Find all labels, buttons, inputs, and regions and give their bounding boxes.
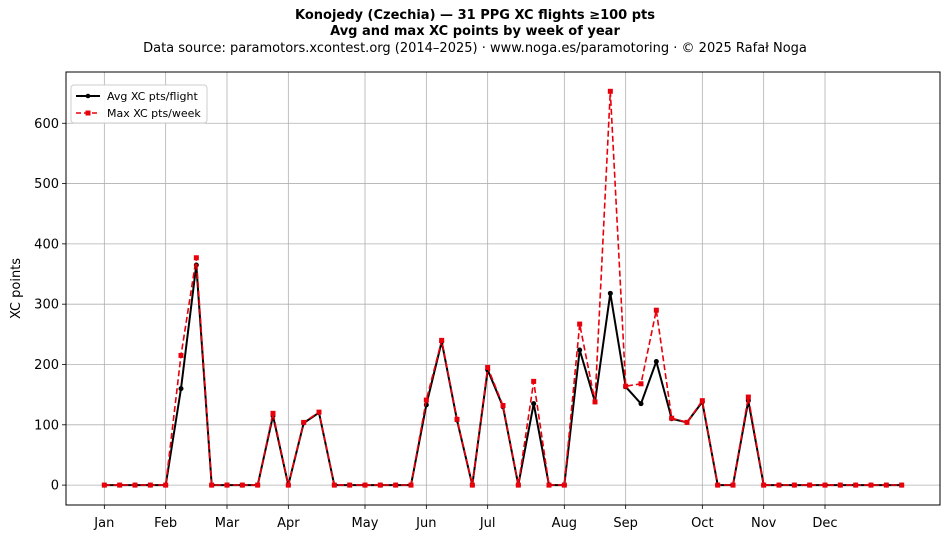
y-tick-label: 400 <box>34 237 59 252</box>
axes: 0 100 200 300 400 500 600 Jan Feb Mar Apr May Jun Jul… <box>34 117 837 531</box>
y-tick-label: 300 <box>34 298 59 313</box>
legend-box <box>70 84 208 124</box>
chart-titles: Konojedy (Czechia) — 31 PPG XC flights ≥… <box>0 8 950 58</box>
data-point <box>653 307 659 313</box>
data-point <box>592 399 598 405</box>
y-tick-label: 0 <box>51 479 59 494</box>
data-point <box>531 378 537 384</box>
series-line <box>104 90 902 486</box>
data-point <box>485 365 491 371</box>
data-point <box>638 381 644 387</box>
data-point <box>546 482 552 488</box>
data-point <box>239 482 245 488</box>
data-point <box>669 415 675 421</box>
legend: Avg XC pts/flight Max XC pts/week <box>70 84 208 124</box>
series-avg <box>101 262 905 488</box>
data-point <box>500 402 506 408</box>
x-tick-label: Jul <box>479 516 496 531</box>
chart-title: Konojedy (Czechia) — 31 PPG XC flights ≥… <box>294 8 656 23</box>
y-tick-label: 200 <box>34 358 59 373</box>
data-point <box>408 482 414 488</box>
y-tick-label: 600 <box>34 117 59 132</box>
data-point <box>362 482 368 488</box>
data-point <box>715 482 721 488</box>
data-point <box>730 482 736 488</box>
data-point <box>515 482 521 488</box>
data-point <box>776 482 782 488</box>
x-tick-label: Mar <box>215 516 240 531</box>
data-point <box>791 482 797 488</box>
data-point <box>684 419 690 425</box>
data-point <box>316 409 322 415</box>
data-point <box>209 482 215 488</box>
data-point <box>699 398 705 404</box>
legend-marker-max <box>85 110 91 116</box>
x-tick-label: Apr <box>277 516 300 531</box>
series-line <box>104 264 902 487</box>
data-point <box>577 347 583 353</box>
data-point <box>163 482 169 488</box>
data-point <box>531 401 537 407</box>
y-tick-label: 500 <box>34 177 59 192</box>
plot-frame <box>65 71 941 506</box>
y-tick-label: 100 <box>34 418 59 433</box>
data-point <box>761 482 767 488</box>
data-point <box>807 482 813 488</box>
x-tick-label: Jun <box>415 516 436 531</box>
data-point <box>653 358 659 364</box>
series-max <box>101 88 905 488</box>
data-point <box>577 321 583 327</box>
data-point <box>423 397 429 403</box>
data-point <box>117 482 123 488</box>
data-point <box>883 482 889 488</box>
data-point <box>255 482 261 488</box>
data-point <box>178 352 184 358</box>
data-point <box>377 482 383 488</box>
x-tick-label: May <box>352 516 379 531</box>
data-point <box>393 482 399 488</box>
x-tick-label: Feb <box>154 516 177 531</box>
chart-source-note: Data source: paramotors.xcontest.org (20… <box>143 41 807 56</box>
data-point <box>285 482 291 488</box>
legend-marker-avg <box>85 93 91 99</box>
x-tick-label: Jan <box>93 516 114 531</box>
legend-label-max: Max XC pts/week <box>107 107 201 120</box>
chart-subtitle: Avg and max XC points by week of year <box>330 24 620 39</box>
data-point <box>607 88 613 94</box>
data-point <box>147 482 153 488</box>
data-point <box>899 482 905 488</box>
data-point <box>607 290 613 296</box>
data-point <box>224 482 230 488</box>
data-point <box>331 482 337 488</box>
data-point <box>347 482 353 488</box>
data-point <box>178 386 184 392</box>
data-point <box>623 383 629 389</box>
data-point <box>822 482 828 488</box>
x-tick-label: Dec <box>812 516 837 531</box>
data-point <box>454 416 460 422</box>
x-tick-label: Oct <box>691 516 713 531</box>
data-point <box>745 394 751 400</box>
series-layer <box>101 88 905 488</box>
data-point <box>101 482 107 488</box>
data-point <box>837 482 843 488</box>
data-point <box>132 482 138 488</box>
data-point <box>638 401 644 407</box>
x-tick-label: Aug <box>552 516 577 531</box>
data-point <box>270 410 276 416</box>
data-point <box>193 255 199 261</box>
data-point <box>301 419 307 425</box>
data-point <box>853 482 859 488</box>
y-axis-label: XC points <box>9 258 24 319</box>
data-point <box>439 337 445 343</box>
legend-label-avg: Avg XC pts/flight <box>107 90 198 103</box>
data-point <box>868 482 874 488</box>
data-point <box>561 482 567 488</box>
x-tick-label: Nov <box>751 516 777 531</box>
data-point <box>469 482 475 488</box>
x-tick-label: Sep <box>613 516 638 531</box>
